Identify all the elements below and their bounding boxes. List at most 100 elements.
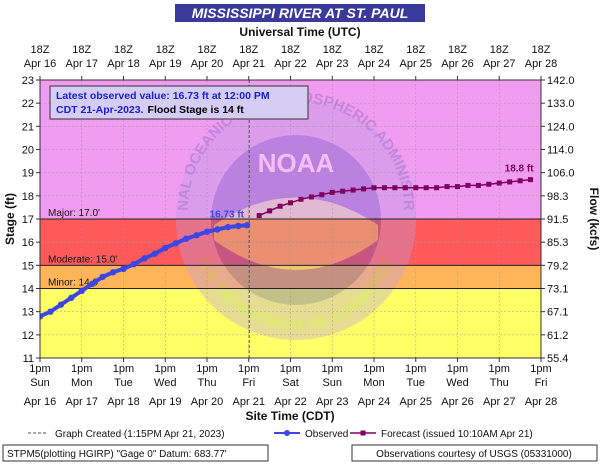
flow-tick-label: 142.0 xyxy=(547,75,575,87)
bottom-tick-label: Apr 20 xyxy=(191,396,223,408)
forecast-point xyxy=(486,181,492,187)
forecast-point xyxy=(319,192,325,198)
bottom-tick-label: Apr 16 xyxy=(24,396,56,408)
title-bar xyxy=(175,4,425,22)
bottom-tick-label: 1pm xyxy=(238,363,259,375)
info-box-flood-stage: Flood Stage is 14 ft xyxy=(148,104,245,116)
forecast-point xyxy=(528,177,534,183)
info-box-frame xyxy=(49,85,309,120)
plot-frame xyxy=(39,79,542,359)
y-tick-label: 22 xyxy=(22,98,34,110)
y2-axis-title: Flow (kcfs) xyxy=(587,188,600,251)
top-tick-label: 18Z xyxy=(198,44,217,56)
forecast-point xyxy=(475,182,481,188)
top-tick-label: Apr 18 xyxy=(107,58,139,70)
bottom-tick-label: Apr 18 xyxy=(107,396,139,408)
flow-tick-label: 85.3 xyxy=(547,237,568,249)
bottom-tick-label: 1pm xyxy=(113,363,134,375)
info-box-line2: CDT 21-Apr-2023. Flood Stage is 14 ft xyxy=(56,104,244,116)
top-tick-label: Apr 22 xyxy=(274,58,306,70)
observed-point xyxy=(235,222,242,230)
forecast-point xyxy=(371,185,377,191)
bottom-tick-label: Apr 28 xyxy=(525,396,557,408)
info-box-line1: Latest observed value: 16.73 ft at 12:00… xyxy=(56,90,270,102)
top-tick-label: Apr 24 xyxy=(358,58,390,70)
forecast-point xyxy=(308,194,314,200)
observed-point xyxy=(141,255,148,262)
y-tick-label: 13 xyxy=(22,307,34,319)
threshold-label-2: Minor: 14.0' xyxy=(48,278,100,289)
observed-point xyxy=(47,308,54,315)
bottom-tick-label: Sat xyxy=(282,377,299,389)
top-tick-label: 18Z xyxy=(532,44,551,56)
top-tick-label: 18Z xyxy=(114,44,133,56)
bottom-tick-label: Tue xyxy=(406,377,425,389)
observed-last-value-label: 16.73 ft xyxy=(210,209,245,220)
y-tick-label: 18 xyxy=(22,191,34,203)
top-tick-label: 18Z xyxy=(72,44,91,56)
forecast-point xyxy=(340,188,346,194)
bottom-tick-label: Thu xyxy=(198,377,217,389)
top-tick-label: 18Z xyxy=(156,44,175,56)
flow-tick-label: 124.0 xyxy=(547,121,575,133)
bottom-tick-label: Mon xyxy=(363,377,384,389)
observed-point xyxy=(224,223,232,231)
top-tick-label: Apr 16 xyxy=(24,58,56,70)
y-tick-label: 11 xyxy=(23,353,34,365)
legend: Graph Created (1:15PM Apr 21, 2023) Obse… xyxy=(28,429,533,440)
y-axis-title: Stage (ft) xyxy=(3,193,17,245)
bottom-tick-label: 1pm xyxy=(196,363,217,375)
forecast-point xyxy=(256,213,262,219)
chart-title: MISSISSIPPI RIVER AT ST. PAUL xyxy=(192,5,409,21)
top-tick-label: Apr 26 xyxy=(441,58,473,70)
top-tick-label: 18Z xyxy=(448,44,467,56)
bottom-tick-label: Apr 27 xyxy=(483,396,515,408)
observed-point xyxy=(109,269,117,276)
forecast-last-value-label: 18.8 ft xyxy=(505,164,535,175)
top-axis-title: Universal Time (UTC) xyxy=(239,25,360,39)
forecast-point xyxy=(423,185,429,191)
bottom-tick-label: Thu xyxy=(490,377,509,389)
observed-point xyxy=(214,226,221,233)
bottom-tick-label: Apr 26 xyxy=(441,396,473,408)
forecast-point xyxy=(507,179,513,185)
threshold-lines: Major: 17.0' Moderate: 15.0' Minor: 14.0' xyxy=(40,80,541,358)
forecast-point xyxy=(413,185,419,191)
top-tick-label: 18Z xyxy=(406,44,425,56)
observed-point xyxy=(99,273,106,281)
bottom-tick-label: Apr 22 xyxy=(274,396,306,408)
observed-point xyxy=(182,235,190,242)
bottom-tick-label: 1pm xyxy=(447,363,468,375)
y-tick-label: 12 xyxy=(22,330,34,342)
footer-left-box xyxy=(2,444,269,462)
top-tick-label: Apr 19 xyxy=(149,58,181,70)
observed-point xyxy=(68,294,75,301)
top-tick-label: 18Z xyxy=(281,44,300,56)
bottom-tick-label: 1pm xyxy=(29,363,50,375)
bottom-tick-label: Sun xyxy=(30,377,50,389)
observed-point xyxy=(57,301,65,308)
bottom-tick-label: Apr 19 xyxy=(149,396,181,408)
y-tick-label: 21 xyxy=(22,121,34,133)
bottom-tick-label: 1pm xyxy=(322,363,343,375)
observed-point xyxy=(151,250,159,257)
flow-tick-label: 106.0 xyxy=(547,168,575,180)
forecast-point xyxy=(444,184,450,190)
legend-created-label: Graph Created (1:15PM Apr 21, 2023) xyxy=(55,429,225,440)
watermark-inner-circle xyxy=(211,135,381,305)
forecast-point xyxy=(517,178,523,184)
y-tick-label: 20 xyxy=(22,145,34,157)
threshold-label-0: Major: 17.0' xyxy=(48,208,100,219)
series-layer: 16.73 ft 18.8 ft xyxy=(40,164,535,320)
info-box-date: CDT 21-Apr-2023. xyxy=(56,104,144,116)
observed-point xyxy=(203,228,211,235)
forecast-point xyxy=(277,203,283,209)
top-tick-label: Apr 23 xyxy=(316,58,348,70)
bottom-tick-label: Tue xyxy=(114,377,133,389)
bottom-tick-label: Wed xyxy=(154,377,176,389)
flow-tick-label: 91.5 xyxy=(547,214,568,226)
forecast-point xyxy=(361,186,367,192)
observed-point xyxy=(130,260,138,268)
y-tick-label: 16 xyxy=(22,237,34,249)
